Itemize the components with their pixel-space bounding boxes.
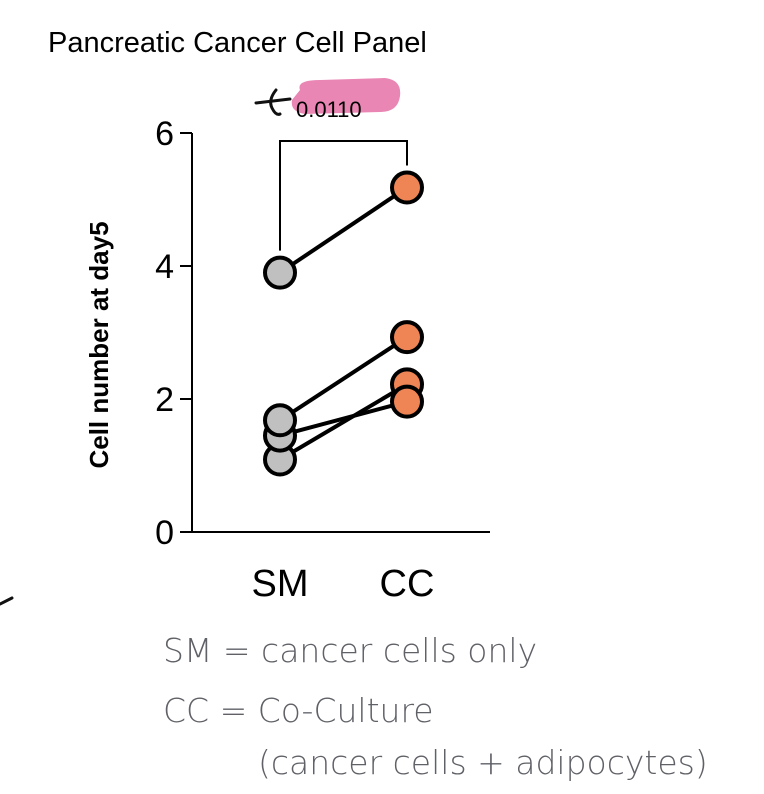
highlight-marker	[291, 78, 401, 114]
pair-line	[279, 399, 408, 438]
legend-cc-detail: (cancer cells + adipocytes)	[258, 743, 708, 782]
chart-title: Pancreatic Cancer Cell Panel	[48, 27, 427, 59]
data-points	[263, 170, 424, 477]
pair-lines	[278, 185, 409, 462]
point-cc	[390, 384, 424, 419]
y-tick-label: 4	[155, 248, 174, 286]
x-tick-label-cc: CC	[380, 563, 435, 605]
p-value-label: 0.0110	[296, 97, 362, 122]
pair-line	[278, 185, 409, 275]
point-sm	[263, 403, 297, 438]
point-cc	[390, 320, 424, 355]
y-axis-label: Cell number at day5	[84, 221, 114, 468]
significance-bracket	[279, 140, 408, 251]
y-tick-label: 2	[155, 381, 174, 419]
handwritten-strike-icon	[254, 88, 292, 116]
x-tick-label-sm: SM	[252, 563, 309, 605]
significance-bracket-line	[279, 140, 408, 251]
legend-cc: CC = Co-Culture	[163, 691, 434, 730]
legend-sm: SM = cancer cells only	[163, 631, 537, 670]
y-tick-label: 0	[155, 514, 174, 552]
handwritten-mark-icon	[0, 596, 14, 606]
pair-line	[278, 382, 409, 462]
axes: 0 2 4 6	[155, 115, 490, 552]
y-tick-label: 6	[155, 115, 174, 153]
pair-line	[278, 335, 409, 422]
point-sm	[263, 255, 297, 290]
point-cc	[390, 170, 424, 205]
